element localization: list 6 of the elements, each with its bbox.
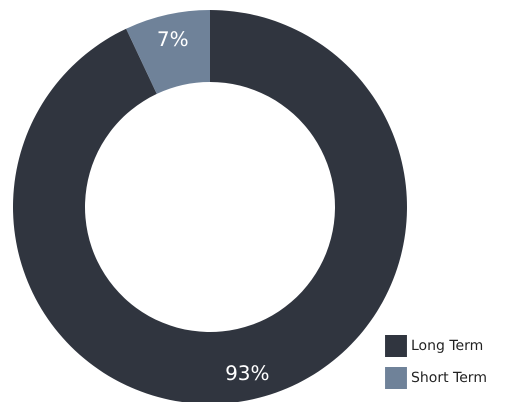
legend-label: Long Term	[411, 338, 484, 354]
donut-slice	[126, 10, 210, 94]
data-label: 93%	[225, 360, 270, 385]
data-label: 7%	[156, 27, 189, 52]
donut-slice	[13, 10, 407, 402]
legend-label: Short Term	[411, 370, 487, 386]
